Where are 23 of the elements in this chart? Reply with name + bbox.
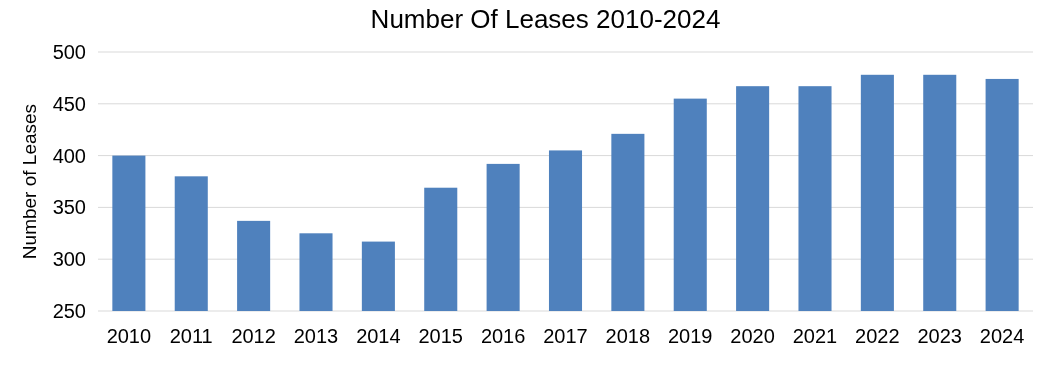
x-tick-label: 2015 [418,325,463,347]
x-tick-label: 2020 [730,325,775,347]
y-tick-label: 500 [52,41,86,63]
x-tick-label: 2018 [605,325,651,347]
y-tick-label: 400 [52,144,86,167]
x-tick-label: 2013 [293,325,339,347]
y-tick-label: 350 [52,196,86,219]
x-tick-label: 2023 [917,325,962,347]
x-tick-label: 2021 [792,325,838,347]
x-tick-label: 2022 [855,325,900,347]
x-tick-label: 2017 [543,325,588,347]
chart-title: Number Of Leases 2010-2024 [370,4,721,34]
x-tick-label: 2014 [356,325,401,347]
x-tick-label: 2012 [231,325,276,347]
x-tick-label: 2024 [979,325,1025,347]
y-axis-title: Number of Leases [19,103,40,260]
x-tick-label: 2016 [480,325,526,347]
y-tick-label: 300 [52,248,86,271]
y-tick-label: 250 [52,300,86,322]
x-tick-label: 2019 [668,325,713,347]
y-tick-label: 450 [52,92,86,115]
x-tick-label: 2010 [106,325,152,347]
x-tick-label: 2011 [169,325,213,347]
